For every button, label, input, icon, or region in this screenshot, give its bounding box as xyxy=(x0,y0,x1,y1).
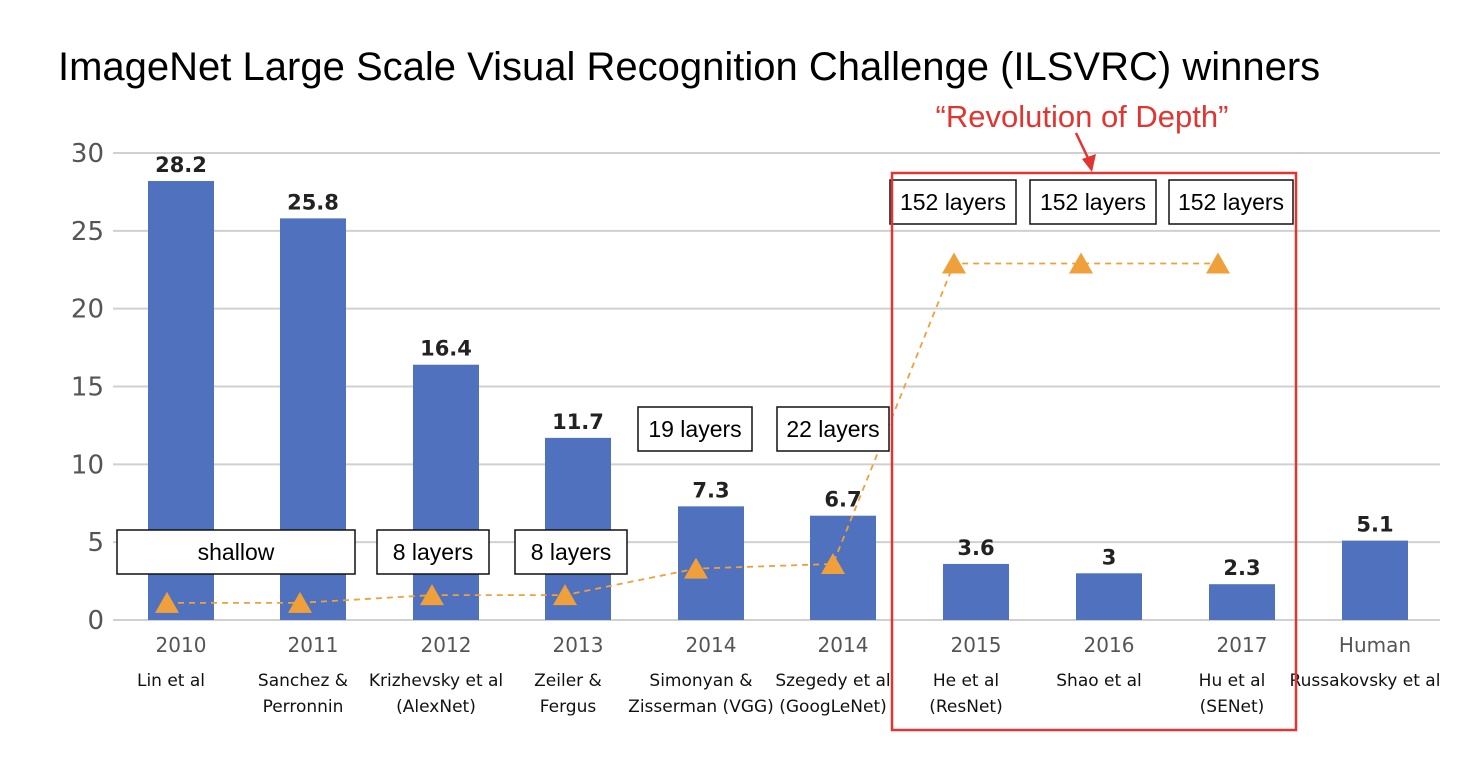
bar xyxy=(678,506,744,620)
depth-marker xyxy=(288,591,312,613)
y-tick-label: 0 xyxy=(87,606,104,636)
depth-marker xyxy=(155,591,179,613)
bar xyxy=(943,563,1009,620)
layer-box xyxy=(776,406,890,452)
depth-line-layer xyxy=(155,252,1230,613)
layer-box-label: 8 layers xyxy=(393,539,474,565)
bar xyxy=(1076,573,1142,620)
bar xyxy=(545,437,611,620)
x-tick-label: 2017 xyxy=(1217,633,1268,657)
data-label: 16.4 xyxy=(420,337,472,361)
layer-box xyxy=(1029,179,1157,225)
revolution-annotation: “Revolution of Depth” xyxy=(936,99,1229,134)
data-label: 25.8 xyxy=(287,190,339,214)
data-label: 7.3 xyxy=(692,478,729,502)
layer-box xyxy=(376,529,490,575)
x-tick-label: 2014 xyxy=(818,633,869,657)
x-tick-label: 2014 xyxy=(686,633,737,657)
annotation-arrow-head xyxy=(1082,154,1096,172)
highlight-layer: “Revolution of Depth” xyxy=(890,99,1298,732)
layer-box xyxy=(514,529,628,575)
depth-marker xyxy=(420,584,444,606)
data-label: 3.6 xyxy=(957,536,994,560)
layer-box xyxy=(889,179,1017,225)
winner-label: (SENet) xyxy=(1200,697,1265,717)
winner-label: (GoogLeNet) xyxy=(779,697,887,717)
layer-box-label: 19 layers xyxy=(648,416,741,442)
layer-box-label: shallow xyxy=(198,539,275,565)
bar xyxy=(413,364,479,620)
layer-boxes-layer: shallow 8 layers 8 layers 19 layers 22 layer… xyxy=(116,179,1294,575)
labels-layer: 28.2 2010 Lin et al 25.8 2011 Sanchez & Perron… xyxy=(137,153,1440,717)
annotation-arrow-shaft xyxy=(1074,132,1090,159)
y-tick-label: 5 xyxy=(87,528,104,558)
x-tick-label: 2010 xyxy=(156,633,207,657)
winner-label: (ResNet) xyxy=(929,697,1002,717)
depth-marker xyxy=(684,557,708,579)
winner-label: Lin et al xyxy=(137,671,205,691)
winner-label: Russakovsky et al xyxy=(1290,671,1441,691)
bar xyxy=(1209,584,1275,620)
layer-box xyxy=(116,529,356,575)
x-tick-label: Human xyxy=(1339,633,1411,657)
layer-box-label: 152 layers xyxy=(900,189,1006,215)
winner-label: Shao et al xyxy=(1056,671,1141,691)
layer-box xyxy=(637,406,753,452)
y-tick-label: 30 xyxy=(71,139,104,169)
bar xyxy=(810,515,876,620)
winner-label: Zisserman (VGG) xyxy=(628,697,774,717)
data-label: 11.7 xyxy=(552,410,604,434)
layer-box-label: 152 layers xyxy=(1178,189,1284,215)
winner-label: Krizhevsky et al xyxy=(369,671,503,691)
layer-box-label: 152 layers xyxy=(1040,189,1146,215)
depth-marker xyxy=(821,552,845,574)
layer-box-label: 8 layers xyxy=(531,539,612,565)
winner-label: Fergus xyxy=(540,697,597,717)
highlight-box xyxy=(890,171,1298,732)
chart-title: ImageNet Large Scale Visual Recognition … xyxy=(58,45,1320,89)
x-tick-label: 2011 xyxy=(288,633,339,657)
winner-label: Sanchez & xyxy=(258,671,348,691)
layer-box xyxy=(1168,179,1294,225)
x-tick-label: 2012 xyxy=(421,633,472,657)
x-tick-label: 2016 xyxy=(1084,633,1135,657)
data-label: 2.3 xyxy=(1223,556,1260,580)
winner-label: Perronnin xyxy=(263,697,344,717)
winner-label: He et al xyxy=(933,671,999,691)
winner-label: Simonyan & xyxy=(649,671,752,691)
winner-label: Hu et al xyxy=(1199,671,1266,691)
y-tick-label: 15 xyxy=(71,373,104,403)
winner-label: Szegedy et al xyxy=(775,671,890,691)
data-label: 5.1 xyxy=(1356,513,1393,537)
data-label: 3 xyxy=(1102,545,1117,569)
y-tick-label: 20 xyxy=(71,295,104,325)
y-tick-label: 10 xyxy=(71,450,104,480)
depth-marker xyxy=(1206,252,1230,274)
layer-box-label: 22 layers xyxy=(786,416,879,442)
depth-marker xyxy=(553,584,577,606)
x-tick-label: 2013 xyxy=(553,633,604,657)
winner-label: (AlexNet) xyxy=(396,697,476,717)
depth-marker xyxy=(1069,252,1093,274)
data-label: 28.2 xyxy=(155,153,207,177)
bar xyxy=(1342,540,1408,620)
winner-label: Zeiler & xyxy=(534,671,602,691)
x-tick-label: 2015 xyxy=(951,633,1002,657)
depth-marker xyxy=(942,252,966,274)
y-tick-label: 25 xyxy=(71,217,104,247)
